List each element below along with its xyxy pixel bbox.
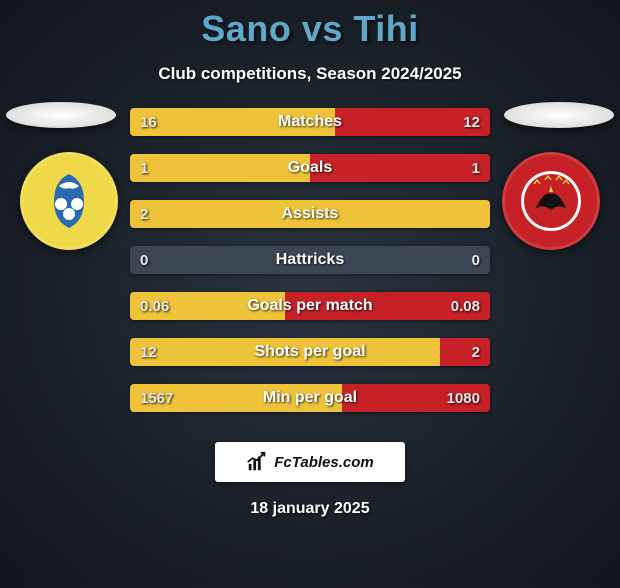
bar-fill-left xyxy=(130,200,490,228)
bar-value-right: 0 xyxy=(462,246,490,274)
brand-chart-icon xyxy=(246,451,268,473)
bar-fill-left xyxy=(130,338,440,366)
stat-bar: 122Shots per goal xyxy=(130,338,490,366)
right-pedestal xyxy=(504,102,614,128)
stat-bar: 0 0Hattricks xyxy=(130,246,490,274)
stat-bar: 1612Matches xyxy=(130,108,490,136)
bar-value-left: 0 xyxy=(130,246,158,274)
bar-fill-left xyxy=(130,384,342,412)
stat-bar: 15671080Min per goal xyxy=(130,384,490,412)
bar-fill-left xyxy=(130,292,285,320)
brand-badge: FcTables.com xyxy=(215,442,405,482)
comparison-arena: 1612Matches 11Goals 2Assists 0 0Hattricks 0.0… xyxy=(0,108,620,412)
right-team-crest xyxy=(502,152,600,250)
bar-fill-right xyxy=(310,154,490,182)
bar-fill-right xyxy=(285,292,490,320)
left-team-crest xyxy=(20,152,118,250)
left-pedestal xyxy=(6,102,116,128)
page-title: Sano vs Tihi xyxy=(0,8,620,50)
bar-fill-right xyxy=(440,338,490,366)
stat-bar: 2Assists xyxy=(130,200,490,228)
stat-bars: 1612Matches 11Goals 2Assists 0 0Hattricks 0.0… xyxy=(130,108,490,412)
bar-label: Hattricks xyxy=(130,246,490,274)
date-label: 18 january 2025 xyxy=(0,500,620,518)
stat-bar: 11Goals xyxy=(130,154,490,182)
stat-bar: 0.060.08Goals per match xyxy=(130,292,490,320)
crest-icon xyxy=(34,166,104,236)
brand-text: FcTables.com xyxy=(274,454,373,471)
bar-fill-left xyxy=(130,108,335,136)
subtitle: Club competitions, Season 2024/2025 xyxy=(0,64,620,84)
bar-fill-left xyxy=(130,154,310,182)
bar-fill-right xyxy=(335,108,490,136)
bar-fill-right xyxy=(342,384,490,412)
crest-icon xyxy=(516,166,586,236)
